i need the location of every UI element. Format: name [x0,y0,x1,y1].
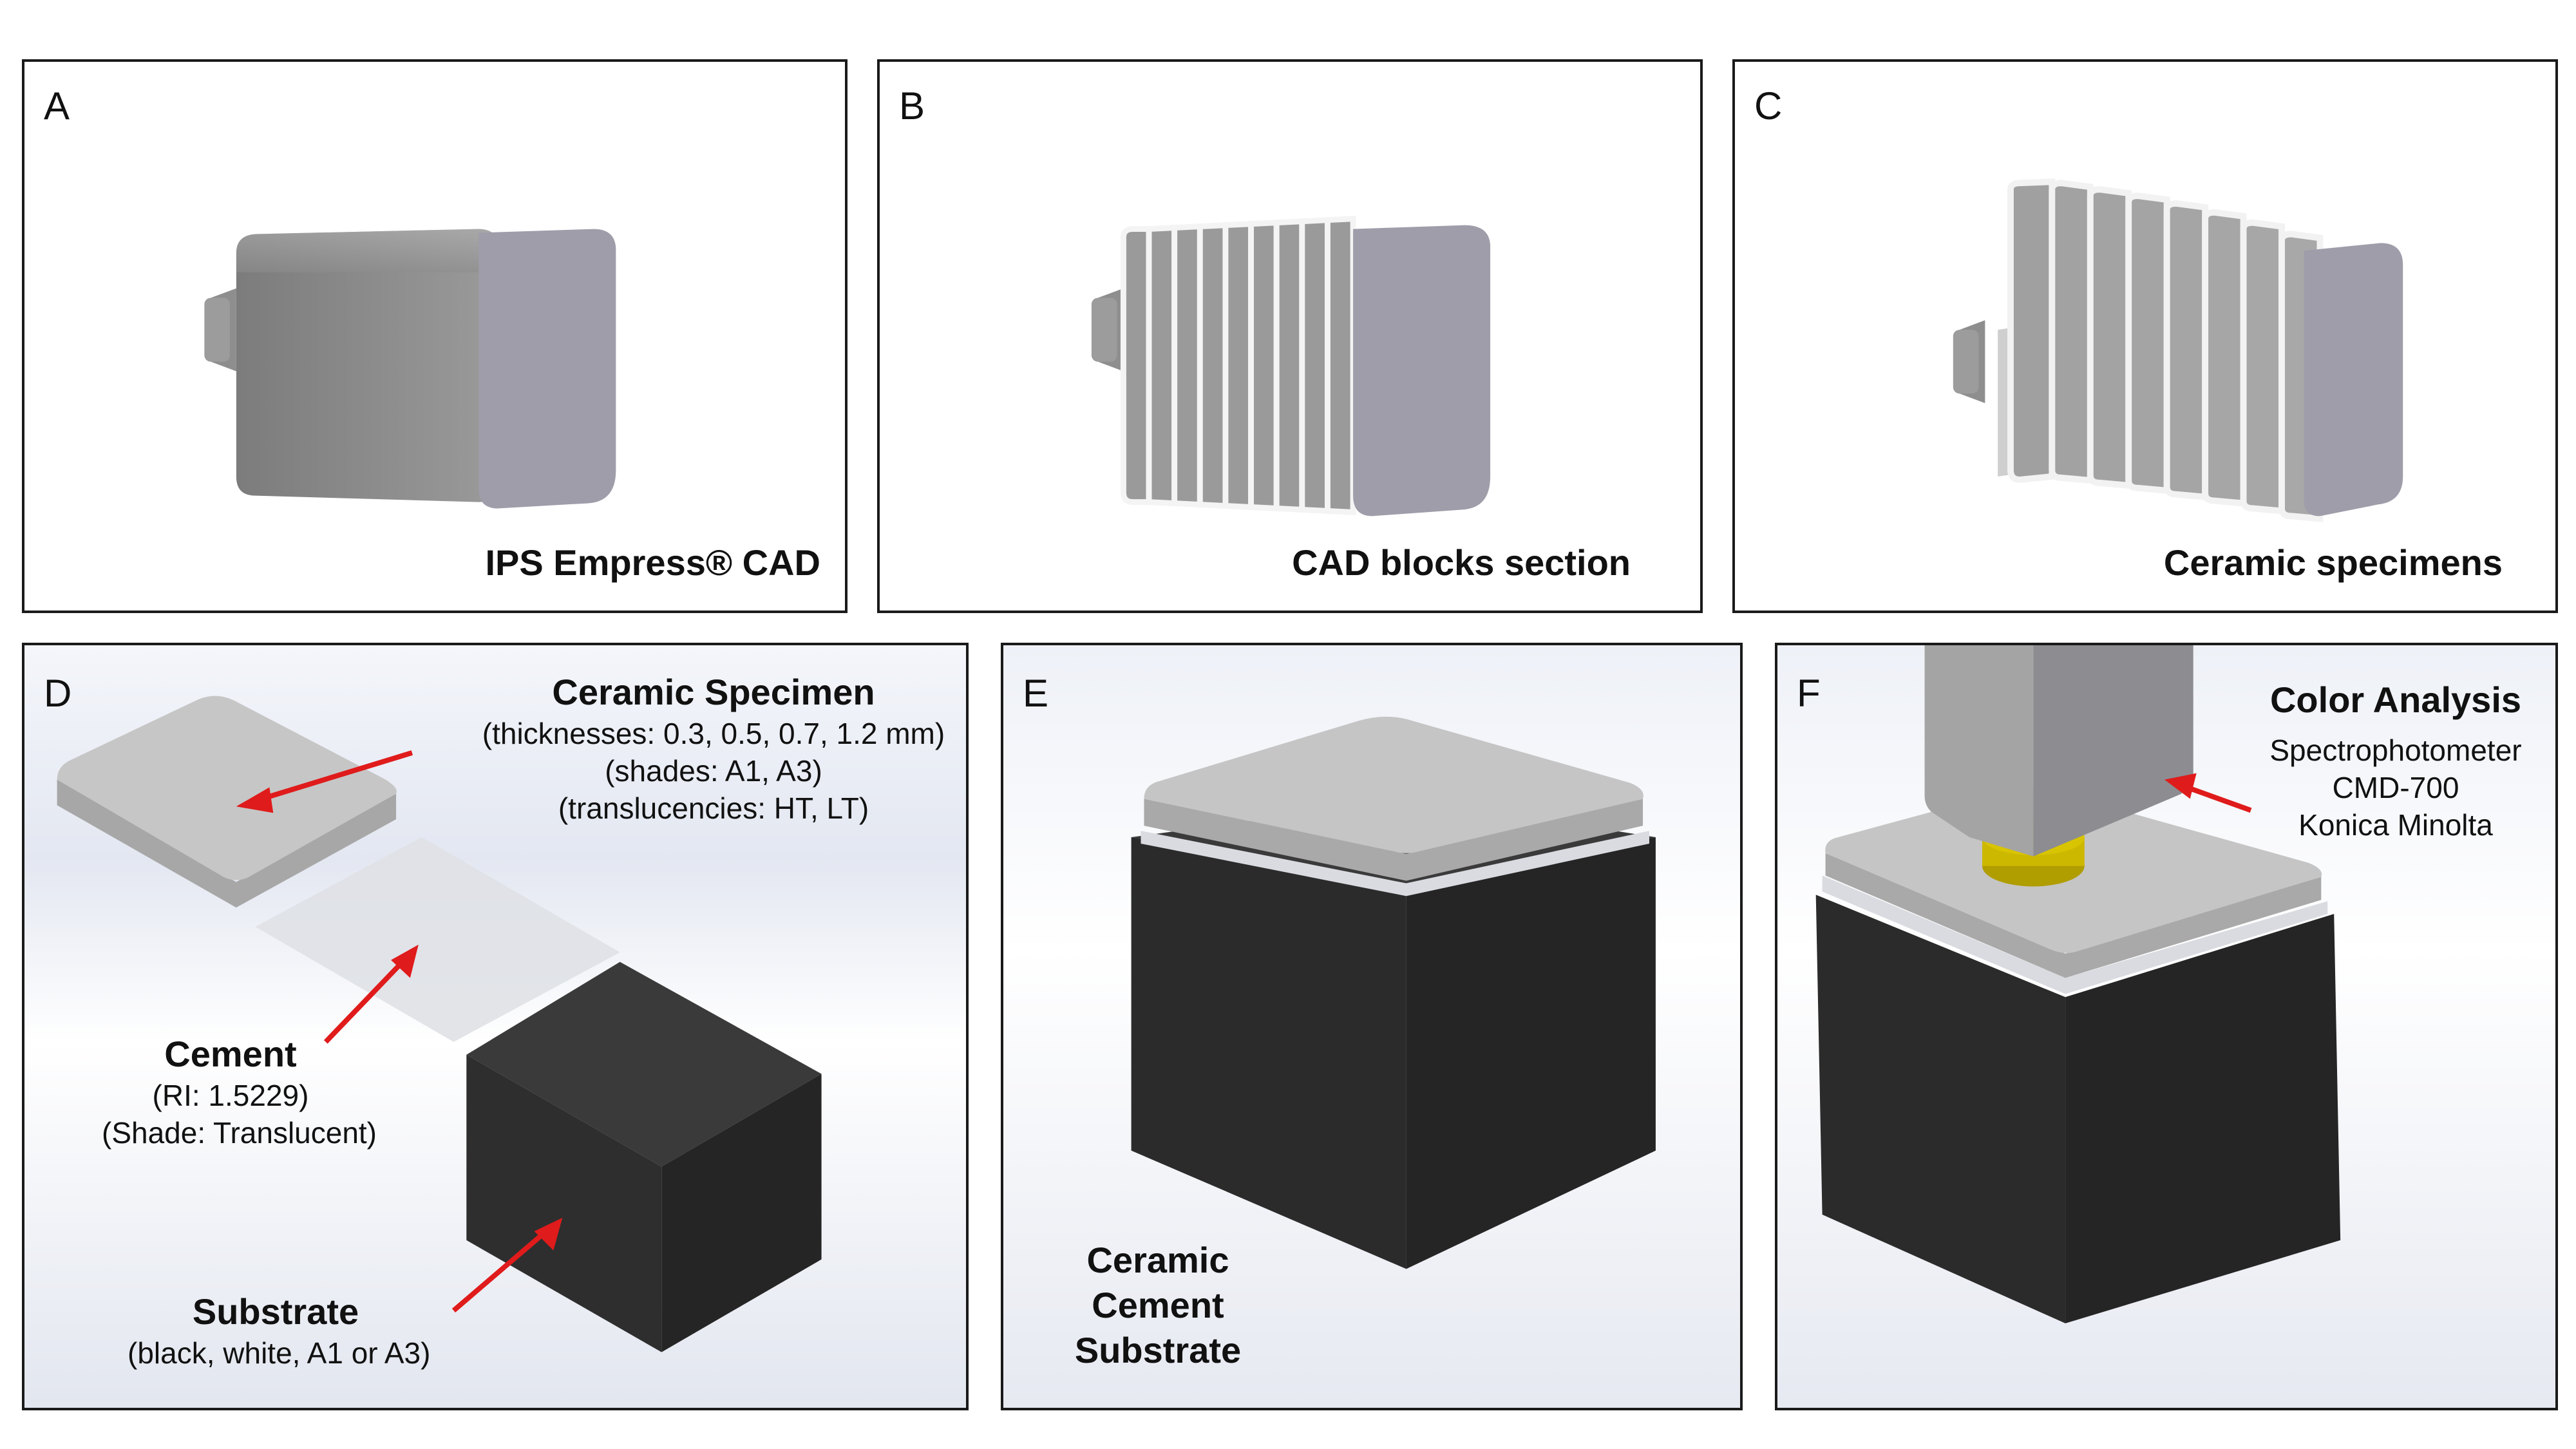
specimen-slices [2007,178,2324,522]
ceramic-plate-side [1825,853,2322,978]
panel-e: E Ceramic Cement Substrate [1001,643,1743,1410]
ceramic-plate-top [1144,716,1643,853]
panel-letter: E [1023,672,1049,715]
panel-d: D Ceramic Specimen (thicknesses: 0.3, 0.… [22,643,969,1410]
panel-letter: C [1754,84,1783,128]
label-title: Substrate [192,1291,359,1332]
label-line: (black, white, A1 or A3) [128,1336,431,1370]
ceramic-specimen-side [57,779,397,908]
panel-a: A IPS Empress® CAD [22,59,848,613]
panel-b: B CAD blocks section [877,59,1703,613]
label-line: (translucencies: HT, LT) [558,791,869,825]
panel-caption: IPS Empress® CAD [485,542,820,583]
block-front-face [478,229,616,509]
color-measurement-illustration [1815,645,2341,1323]
label-line: (thicknesses: 0.3, 0.5, 0.7, 1.2 mm) [482,717,945,750]
panel-caption: CAD blocks section [1292,542,1631,583]
substrate-left [466,1054,662,1352]
layer-assembly-diagram [57,696,822,1352]
pointer-arrow [2164,773,2252,813]
bonded-specimen-illustration [1131,716,1656,1269]
panel-c: C Ceramic specimens [1732,59,2558,613]
cement-layer [1141,831,1649,896]
panel-f: F Color Analysis Spectrophotometer CMD-7… [1775,643,2558,1410]
specimen-slices-illustration [1953,178,2403,522]
layer-labels: Ceramic Cement Substrate [1048,1238,1267,1373]
label-substrate: Substrate [1074,1330,1242,1370]
ceramic-plate-side [1144,799,1643,881]
substrate-label: Substrate (black, white, A1 or A3) [128,1289,431,1372]
substrate-top [466,961,822,1167]
label-line: (shades: A1, A3) [605,754,822,788]
substrate-right [1406,837,1656,1269]
ceramic-specimen-plate [57,696,397,880]
cement-layer [1822,875,2328,994]
block-front-face [1353,225,1491,516]
label-ceramic: Ceramic [1086,1240,1229,1280]
label-line: Konica Minolta [2298,808,2493,842]
substrate-front [1131,837,1406,1269]
panel-letter: A [44,84,70,128]
specimen-front-face [2304,243,2403,516]
substrate-right [2065,914,2341,1323]
label-line: (RI: 1.5229) [152,1079,309,1112]
cad-block-illustration [204,229,616,509]
substrate-right [661,1074,822,1352]
panel-letter: B [899,84,925,128]
pointer-arrows [236,750,563,1313]
panel-letter: D [44,672,72,715]
label-title: Color Analysis [2269,679,2522,720]
label-line: Spectrophotometer [2269,734,2522,767]
label-line: CMD-700 [2332,771,2459,804]
label-title: Cement [164,1034,297,1074]
sectioned-block-illustration [1091,216,1491,516]
ceramic-specimen-label: Ceramic Specimen (thicknesses: 0.3, 0.5,… [437,670,966,827]
label-line: (Shade: Translucent) [102,1116,377,1150]
substrate-front [1815,895,2066,1323]
block-body [236,229,498,502]
block-slices [1120,216,1356,516]
cement-label: Cement (RI: 1.5229) (Shade: Translucent) [102,1032,377,1151]
color-analysis-label: Color Analysis Spectrophotometer CMD-700… [2248,677,2544,844]
label-title: Ceramic Specimen [552,672,875,712]
label-cement: Cement [1092,1285,1224,1325]
cement-film [255,837,620,1042]
spectrophotometer-head [1924,645,2034,857]
panel-letter: F [1797,672,1821,715]
panel-caption: Ceramic specimens [2163,542,2503,583]
